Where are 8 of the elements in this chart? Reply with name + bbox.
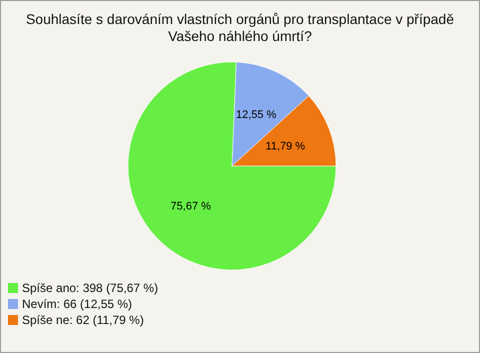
legend-label: Spíše ano: 398 (75,67 %) <box>22 281 158 295</box>
data-label: 12,55 % <box>236 109 277 122</box>
data-label: 75,67 % <box>170 200 212 213</box>
data-label: 11,79 % <box>266 140 306 152</box>
pie-slice <box>128 62 336 270</box>
legend-label: Spíše ne: 62 (11,79 %) <box>22 313 144 327</box>
legend-label: Nevím: 66 (12,55 %) <box>22 297 132 311</box>
chart-title: Souhlasíte s darováním vlastních orgánů pro transplantace v případě Vašeho náhlého úmrtí? <box>26 11 454 44</box>
